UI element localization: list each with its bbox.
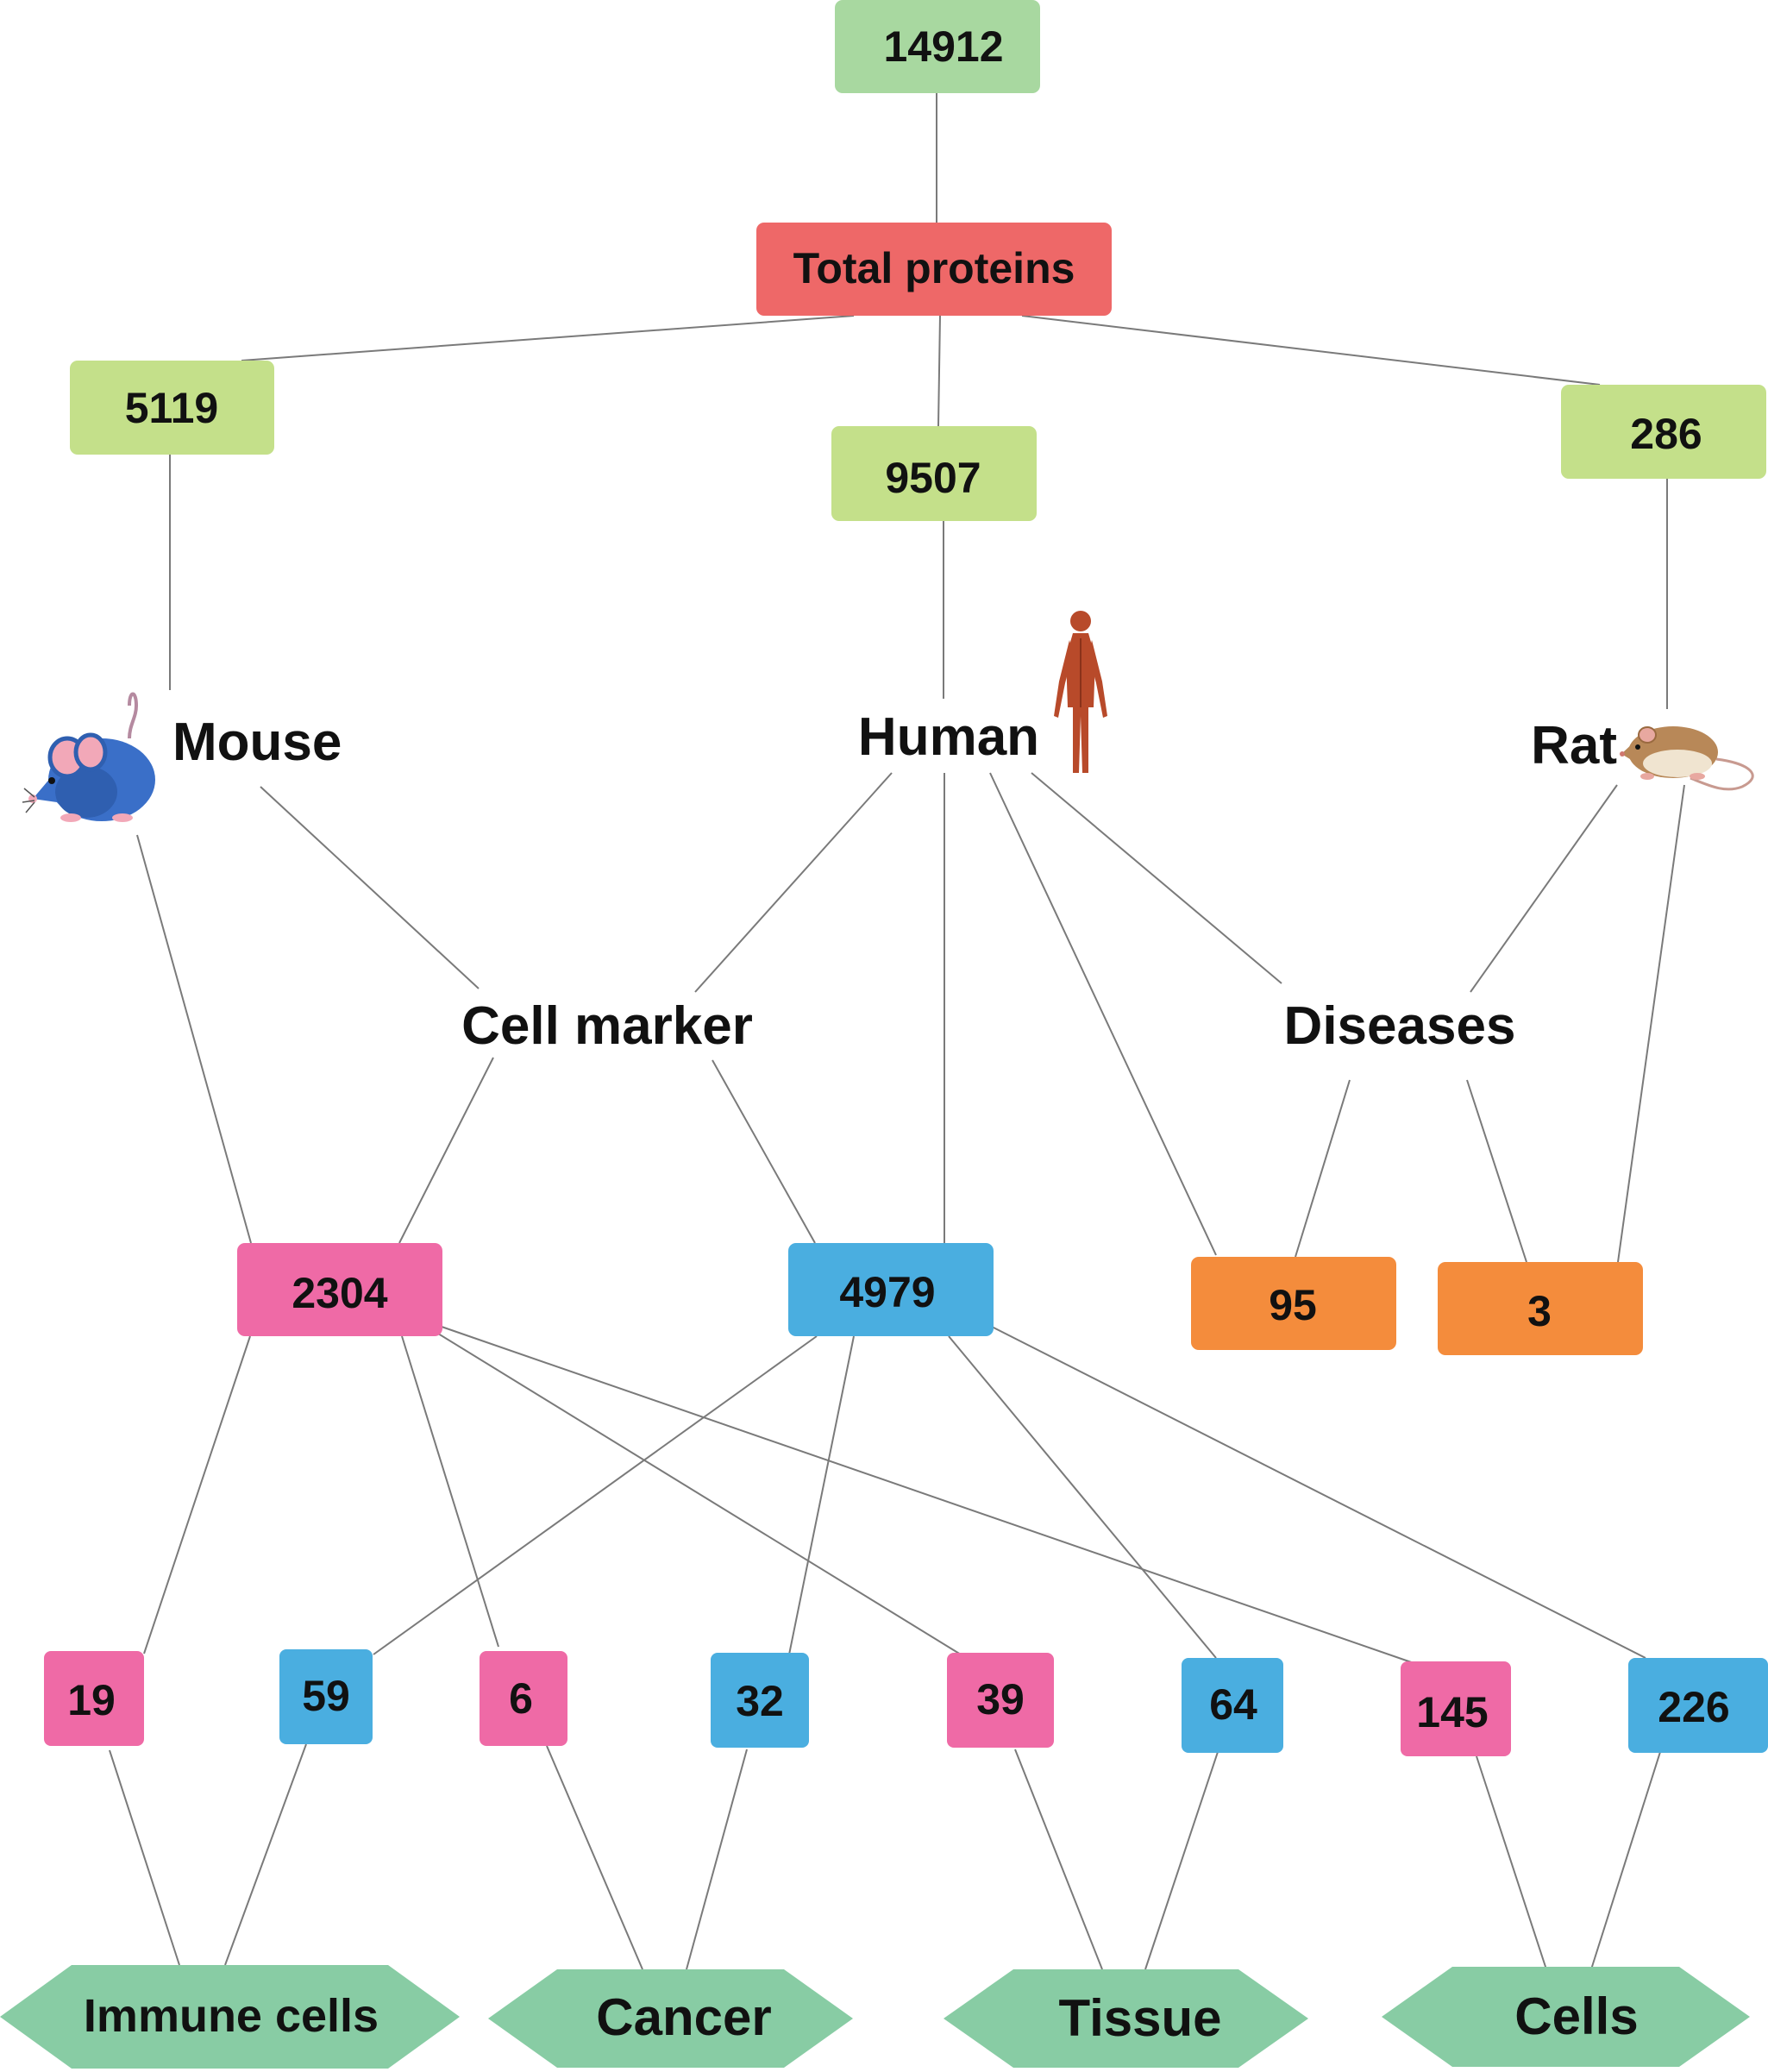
node-box: [1438, 1262, 1643, 1355]
hexagon-shape: [488, 1969, 853, 2068]
node-box: [756, 223, 1112, 316]
node-box: [237, 1243, 442, 1336]
node-box: [711, 1653, 809, 1748]
diseases-label: Diseases: [1284, 996, 1516, 1056]
node-label: 4979: [839, 1268, 935, 1316]
leaf-node: 226: [1628, 1658, 1768, 1753]
node-label: 59: [302, 1672, 350, 1720]
total-count-node: 14912: [835, 0, 1040, 93]
human-disease-node: 95: [1191, 1257, 1396, 1350]
node-box: [1191, 1257, 1396, 1350]
mouse-label: Mouse: [172, 713, 342, 772]
leaf-node: 32: [711, 1653, 809, 1748]
rat-icon: [1620, 726, 1754, 791]
node-box: [788, 1243, 994, 1336]
node-box: [835, 0, 1040, 93]
total-proteins-node: Total proteins: [756, 223, 1112, 316]
node-box: [831, 426, 1037, 521]
mouse-count-node: 5119: [70, 361, 274, 455]
hexagon-shape: [1382, 1967, 1750, 2067]
node-box: [44, 1651, 144, 1746]
cell-marker-label: Cell marker: [461, 996, 753, 1056]
category-label: Tissue: [1059, 1989, 1222, 2047]
node-label: 19: [67, 1676, 116, 1724]
node-label: 9507: [885, 454, 981, 502]
category-immune-cells: Immune cells: [0, 1965, 460, 2069]
node-box: [480, 1651, 567, 1746]
node-label: 2304: [292, 1269, 387, 1317]
human-body-icon: [1054, 611, 1107, 773]
category-cells: Cells: [1382, 1967, 1750, 2067]
node-box: [1628, 1658, 1768, 1753]
hexagon-shape: [944, 1969, 1308, 2068]
category-label: Cancer: [596, 1988, 771, 2046]
category-cancer: Cancer: [488, 1969, 853, 2068]
rat-disease-node: 3: [1438, 1262, 1643, 1355]
leaf-node: 59: [279, 1649, 373, 1744]
mouse-icon: [22, 692, 155, 822]
edges: [109, 93, 1685, 1970]
node-label: 145: [1416, 1688, 1488, 1736]
human-count-node: 9507: [831, 426, 1037, 521]
human-label: Human: [858, 707, 1039, 767]
leaf-node: 39: [947, 1653, 1054, 1748]
hexagon-shape: [0, 1965, 460, 2069]
category-tissue: Tissue: [944, 1969, 1308, 2068]
node-box: [70, 361, 274, 455]
human-marker-node: 4979: [788, 1243, 994, 1336]
leaf-node: 145: [1401, 1661, 1511, 1756]
node-label: Total proteins: [793, 244, 1075, 292]
node-box: [279, 1649, 373, 1744]
node-label: 14912: [883, 22, 1003, 71]
node-label: 32: [736, 1677, 784, 1725]
node-box: [1561, 385, 1766, 479]
leaf-node: 6: [480, 1651, 567, 1746]
node-box: [947, 1653, 1054, 1748]
node-label: 226: [1658, 1683, 1729, 1731]
leaf-node: 64: [1182, 1658, 1283, 1753]
rat-count-node: 286: [1561, 385, 1766, 479]
node-label: 95: [1269, 1281, 1317, 1329]
node-label: 286: [1630, 410, 1702, 458]
category-label: Cells: [1514, 1987, 1638, 2045]
node-label: 39: [976, 1675, 1025, 1724]
node-label: 3: [1527, 1287, 1552, 1335]
category-label: Immune cells: [84, 1990, 379, 2042]
node-label: 5119: [125, 384, 218, 432]
leaf-node: 19: [44, 1651, 144, 1746]
node-label: 6: [509, 1674, 533, 1723]
node-label: 64: [1209, 1680, 1257, 1729]
mouse-marker-node: 2304: [237, 1243, 442, 1336]
node-box: [1401, 1661, 1511, 1756]
rat-label: Rat: [1531, 716, 1617, 775]
node-box: [1182, 1658, 1283, 1753]
